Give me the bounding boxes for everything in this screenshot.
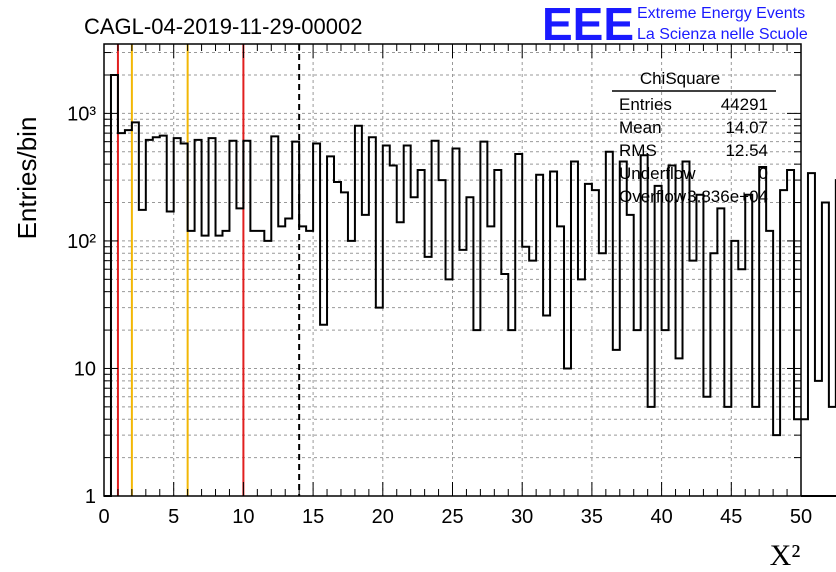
y-tick-label: 10 [74, 358, 96, 380]
x-tick-label: 20 [372, 506, 394, 528]
stats-value-entries: 44291 [721, 95, 768, 114]
stats-value-mean: 14.07 [725, 118, 768, 137]
stats-label-underflow: Underflow [619, 164, 696, 183]
histogram-series [104, 73, 836, 497]
stats-box: ChiSquare Entries 44291 Mean 14.07 RMS 1… [612, 69, 776, 206]
axis-ticks [103, 44, 802, 497]
stats-value-overflow: 3.836e+04 [687, 187, 768, 206]
logo-mark: EEE [542, 0, 634, 50]
x-tick-label: 45 [720, 506, 742, 528]
stats-value-rms: 12.54 [725, 141, 768, 160]
stats-value-underflow: 0 [759, 164, 768, 183]
y-tick-label: 10² [67, 231, 96, 253]
x-tick-label: 30 [511, 506, 533, 528]
x-tick-label: 35 [581, 506, 603, 528]
y-tick-label: 1 [85, 486, 96, 508]
reference-lines [116, 44, 301, 496]
x-tick-label: 50 [790, 506, 812, 528]
stats-label-overflow: Overflow [619, 187, 687, 206]
chart-title: CAGL-04-2019-11-29-00002 [84, 14, 362, 39]
stats-label-mean: Mean [619, 118, 662, 137]
x-tick-label: 40 [650, 506, 672, 528]
stats-label-rms: RMS [619, 141, 657, 160]
y-axis-label: Entries/bin [12, 117, 42, 240]
stats-label-entries: Entries [619, 95, 672, 114]
y-tick-label: 10³ [67, 103, 96, 125]
x-tick-labels: 0 5 10 15 20 25 30 35 40 45 50 [98, 506, 812, 528]
x-tick-label: 10 [232, 506, 254, 528]
y-tick-labels: 1 10 10² 10³ [67, 103, 96, 508]
x-tick-label: 0 [98, 506, 109, 528]
stats-title: ChiSquare [640, 69, 720, 88]
x-tick-label: 5 [168, 506, 179, 528]
x-axis-label: X² [770, 539, 801, 572]
logo: EEE Extreme Energy Events La Scienza nel… [542, 0, 808, 50]
logo-line-1: Extreme Energy Events [637, 5, 805, 22]
x-tick-label: 15 [302, 506, 324, 528]
x-tick-label: 25 [441, 506, 463, 528]
logo-line-2: La Scienza nelle Scuole [637, 26, 808, 43]
